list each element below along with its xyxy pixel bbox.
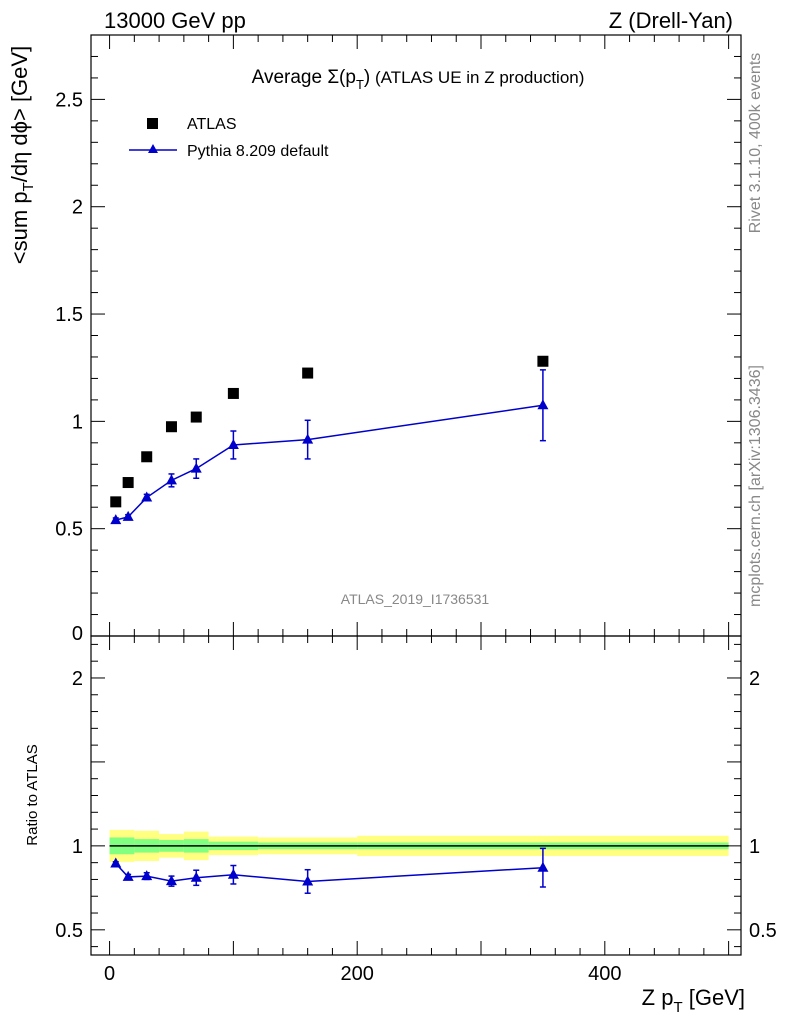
x-axis-label: Z pT [GeV] bbox=[642, 985, 745, 1016]
main-panel: 0.5 1 1.5 2 2.5 0 bbox=[55, 34, 742, 645]
ratio-y-axis-label: Ratio to ATLAS bbox=[24, 744, 41, 845]
pythia-data-point bbox=[302, 433, 314, 444]
ratio-frame bbox=[90, 635, 742, 956]
pythia-data-point bbox=[537, 399, 549, 410]
x-tick-label: 200 bbox=[341, 963, 374, 985]
pythia-data-point bbox=[165, 474, 177, 485]
atlas-data-point bbox=[165, 421, 177, 433]
legend-atlas-marker bbox=[147, 118, 158, 129]
atlas-data-point bbox=[537, 355, 549, 367]
main-y-tick-label: 2 bbox=[72, 197, 83, 219]
analysis-id-label: ATLAS_2019_I1736531 bbox=[341, 591, 490, 607]
atlas-data-point bbox=[110, 496, 122, 508]
mcplots-label: mcplots.cern.ch [arXiv:1306.3436] bbox=[747, 365, 764, 607]
ratio-y-tick-label-right: 1 bbox=[749, 836, 760, 858]
rivet-version-label: Rivet 3.1.10, 400k events bbox=[747, 53, 764, 234]
ratio-y-tick-label-left: 0.5 bbox=[55, 920, 83, 942]
main-y-tick-label: 0.5 bbox=[55, 519, 83, 541]
legend-pythia-marker bbox=[148, 144, 158, 153]
x-tick-label: 400 bbox=[588, 963, 621, 985]
pythia-ratio-data-point bbox=[122, 870, 134, 881]
header-right: Z (Drell-Yan) bbox=[609, 8, 733, 33]
pythia-ratio-data-point bbox=[227, 868, 239, 879]
pythia-data-point bbox=[141, 491, 153, 502]
main-y-tick-label: 1 bbox=[72, 411, 83, 433]
main-y-tick-label: 2.5 bbox=[55, 89, 83, 111]
pythia-ratio-data-point bbox=[110, 857, 122, 868]
pythia-ratio-line bbox=[115, 862, 543, 883]
pythia-data-point bbox=[227, 438, 239, 449]
ratio-y-tick-label-left: 2 bbox=[72, 668, 83, 690]
legend: ATLAS Pythia 8.209 default bbox=[129, 116, 329, 160]
atlas-data-point bbox=[227, 387, 239, 399]
ratio-panel: 0.5 0.5 1 1 2 2 0 200 400 bbox=[55, 635, 777, 985]
atlas-data-point bbox=[302, 367, 314, 379]
x-tick-label: 0 bbox=[104, 963, 115, 985]
main-y-tick-label-zero: 0 bbox=[72, 623, 83, 645]
pythia-ratio-data-point bbox=[141, 870, 153, 881]
ratio-y-tick-label-right: 2 bbox=[749, 668, 760, 690]
main-title: Average Σ(pT) (ATLAS UE in Z production) bbox=[252, 67, 585, 92]
atlas-data-point bbox=[141, 451, 153, 463]
pythia-line bbox=[115, 404, 544, 521]
pythia-ratio-data-point bbox=[537, 861, 549, 872]
pythia-data-point bbox=[122, 510, 134, 521]
header-left: 13000 GeV pp bbox=[104, 8, 246, 33]
legend-atlas-label: ATLAS bbox=[187, 116, 237, 133]
pythia-data-point bbox=[110, 514, 122, 525]
atlas-data-point bbox=[190, 411, 202, 423]
legend-pythia-label: Pythia 8.209 default bbox=[187, 143, 329, 160]
main-y-axis-label: <sum pT/dη dϕ> [GeV] bbox=[7, 46, 37, 264]
atlas-data-point bbox=[122, 477, 134, 489]
pythia-data-point bbox=[190, 462, 202, 473]
ratio-y-tick-label-right: 0.5 bbox=[749, 920, 777, 942]
main-y-tick-label: 1.5 bbox=[55, 304, 83, 326]
ratio-y-tick-label-left: 1 bbox=[72, 836, 83, 858]
pythia-ratio-data-point bbox=[302, 875, 314, 886]
pythia-ratio-data-point bbox=[165, 875, 177, 886]
pythia-ratio-data-point bbox=[190, 871, 202, 882]
